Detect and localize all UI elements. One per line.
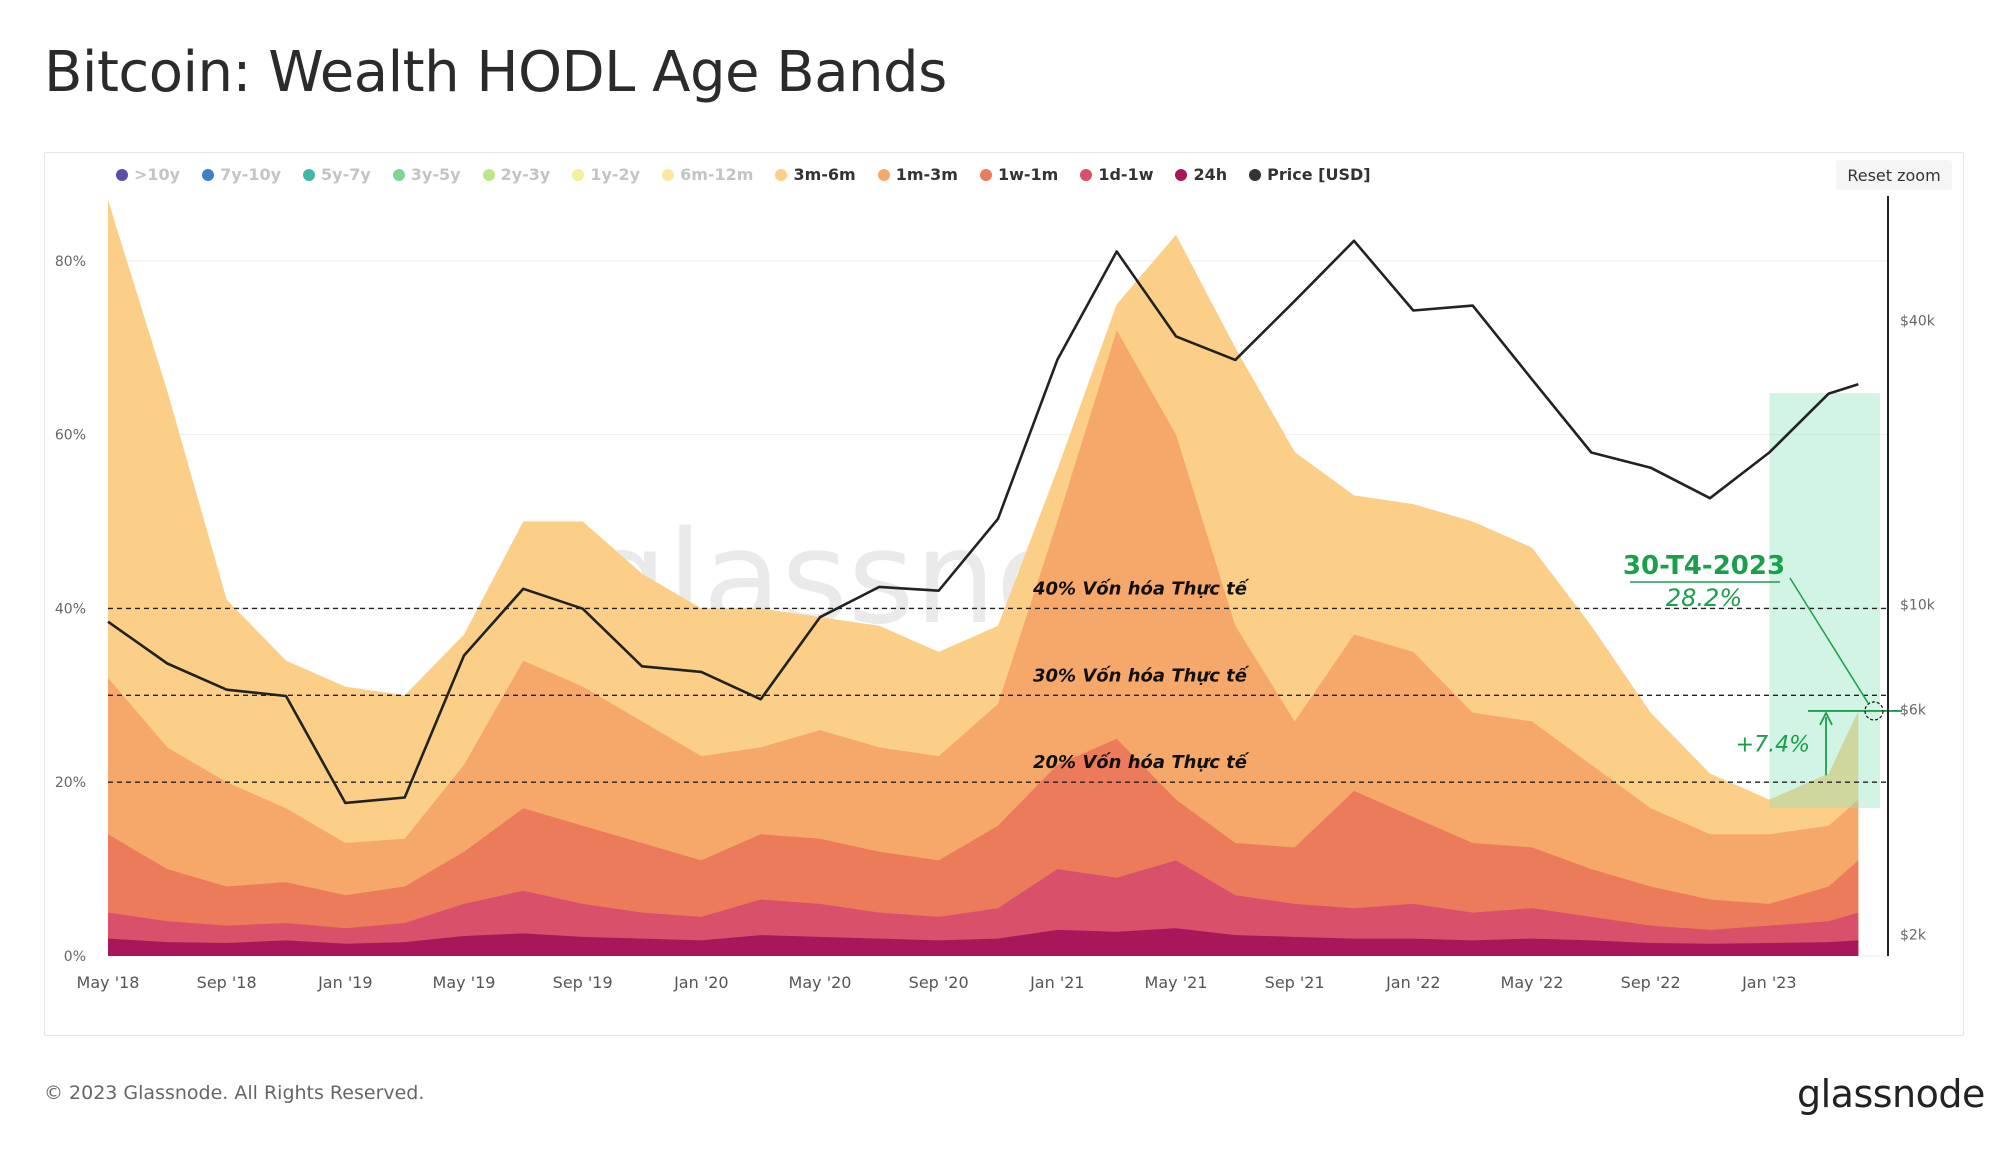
- chart-frame: [44, 152, 1964, 1036]
- legend-swatch: [202, 168, 215, 181]
- x-tick-label: Sep '18: [197, 973, 257, 992]
- legend-item-9[interactable]: 1w-1m: [979, 165, 1059, 184]
- area-layer: [108, 200, 1859, 956]
- legend-label: 3y-5y: [410, 165, 461, 184]
- copyright-footer: © 2023 Glassnode. All Rights Reserved.: [44, 1082, 425, 1104]
- price-line: [107, 239, 1859, 805]
- legend-item-12[interactable]: Price [USD]: [1249, 165, 1371, 184]
- legend-label: 1d-1w: [1098, 165, 1154, 184]
- x-tick-label: Sep '22: [1621, 973, 1681, 992]
- legend-label: 7y-10y: [220, 165, 282, 184]
- legend-swatch: [877, 168, 890, 181]
- legend-swatch: [116, 168, 128, 181]
- legend-swatch: [662, 168, 675, 181]
- x-tick-label: Sep '19: [553, 973, 613, 992]
- page-title: Bitcoin: Wealth HODL Age Bands: [44, 40, 947, 105]
- y-right-tick-label: $6k: [1900, 702, 1927, 718]
- legend-label: 6m-12m: [680, 165, 754, 184]
- highlight-box: [1769, 393, 1880, 808]
- legend-item-2[interactable]: 5y-7y: [303, 165, 371, 184]
- x-tick-label: Sep '20: [909, 973, 969, 992]
- x-tick-label: Jan '20: [673, 973, 729, 992]
- y-left-tick-label: 0%: [64, 949, 86, 965]
- legend-swatch: [572, 168, 585, 181]
- legend-label: 3m-6m: [793, 165, 856, 184]
- change-arrow-head: [1819, 710, 1833, 726]
- x-tick-label: Jan '23: [1741, 973, 1797, 992]
- reference-line-label-1: 30% Vốn hóa Thực tế: [1033, 665, 1250, 686]
- y-left-tick-label: 60%: [55, 428, 86, 444]
- x-tick-label: Sep '21: [1265, 973, 1325, 992]
- overlay-layer: 40% Vốn hóa Thực tế 30% Vốn hóa Thực tế 20…: [107, 239, 1902, 808]
- x-tick-label: May '21: [1145, 973, 1208, 992]
- area-series-24h: [108, 928, 1859, 956]
- legend-swatch: [979, 168, 992, 181]
- axis-layer: 0% 20% 40% 60% 80% $2k $6k $10k $40k May '18 Sep '…: [55, 196, 1936, 992]
- area-series-1m-3m: [108, 330, 1859, 956]
- x-tick-label: May '19: [433, 973, 496, 992]
- legend-label: 5y-7y: [321, 165, 371, 184]
- y-left-tick-label: 80%: [55, 254, 86, 270]
- legend-swatch: [1080, 168, 1093, 181]
- legend-item-8[interactable]: 1m-3m: [877, 165, 958, 184]
- legend-item-3[interactable]: 3y-5y: [392, 165, 461, 184]
- area-series-1d-1w: [108, 860, 1859, 956]
- annotation-pointer: [1789, 577, 1869, 704]
- y-left-tick-label: 20%: [55, 775, 86, 791]
- legend-item-0[interactable]: >10y: [116, 165, 180, 184]
- legend-item-11[interactable]: 24h: [1175, 165, 1227, 184]
- legend-swatch: [1175, 168, 1188, 181]
- y-left-tick-label: 40%: [55, 601, 86, 617]
- legend-item-1[interactable]: 7y-10y: [202, 165, 281, 184]
- legend-label: 24h: [1193, 165, 1228, 184]
- legend-item-7[interactable]: 3m-6m: [775, 165, 856, 184]
- legend-swatch: [392, 168, 405, 181]
- legend-label: 1m-3m: [895, 165, 958, 184]
- x-tick-label: Jan '22: [1385, 973, 1441, 992]
- legend-swatch: [1249, 168, 1262, 181]
- x-tick-label: May '20: [789, 973, 852, 992]
- y-right-tick-label: $40k: [1900, 313, 1936, 329]
- reference-line-label-0: 40% Vốn hóa Thực tế: [1032, 578, 1250, 599]
- y-right-tick-label: $10k: [1900, 598, 1936, 614]
- x-tick-label: May '18: [77, 973, 140, 992]
- annotation-date-label: 30-T4-2023: [1623, 551, 1785, 581]
- x-tick-label: Jan '21: [1029, 973, 1085, 992]
- legend-item-10[interactable]: 1d-1w: [1080, 165, 1153, 184]
- legend-label: >10y: [134, 165, 181, 184]
- x-tick-label: Jan '19: [317, 973, 373, 992]
- legend-label: 2y-3y: [500, 165, 551, 184]
- legend-swatch: [303, 168, 316, 181]
- legend-item-4[interactable]: 2y-3y: [482, 165, 551, 184]
- y-right-tick-label: $2k: [1900, 927, 1927, 943]
- reset-zoom-button[interactable]: Reset zoom: [1836, 160, 1952, 190]
- legend-item-6[interactable]: 6m-12m: [662, 165, 753, 184]
- annotation-marker: [1864, 701, 1884, 721]
- legend-label: Price [USD]: [1267, 165, 1371, 184]
- legend-label: 1y-2y: [590, 165, 641, 184]
- legend-label: 1w-1m: [997, 165, 1059, 184]
- reference-line-label-2: 20% Vốn hóa Thực tế: [1033, 752, 1250, 773]
- change-label: +7.4%: [1736, 732, 1810, 757]
- legend-item-5[interactable]: 1y-2y: [572, 165, 640, 184]
- annotation-value-label: 28.2%: [1666, 584, 1742, 612]
- legend-swatch: [775, 168, 788, 181]
- legend-swatch: [482, 168, 495, 181]
- x-tick-label: May '22: [1501, 973, 1564, 992]
- glassnode-logo: glassnode: [1797, 1072, 1985, 1116]
- chart-legend: >10y 7y-10y 5y-7y 3y-5y 2y-3y 1y-2y 6m-12m 3m-6…: [116, 165, 1371, 184]
